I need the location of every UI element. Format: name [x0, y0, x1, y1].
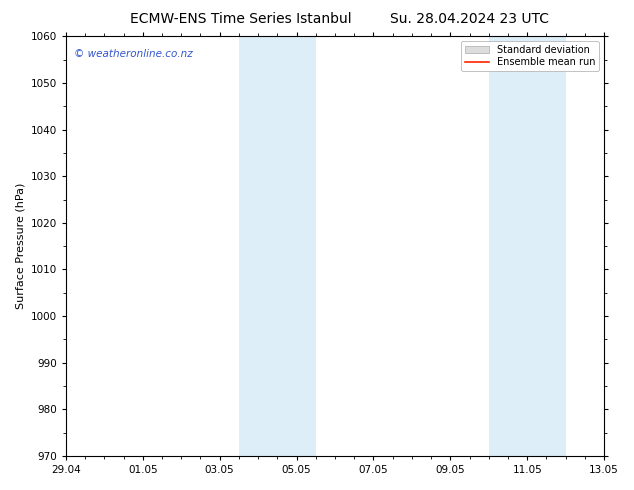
Bar	[239, 36, 277, 456]
Text: Su. 28.04.2024 23 UTC: Su. 28.04.2024 23 UTC	[390, 12, 548, 26]
Text: © weatheronline.co.nz: © weatheronline.co.nz	[74, 49, 193, 59]
Bar	[489, 36, 527, 456]
Bar	[277, 36, 316, 456]
Bar	[527, 36, 566, 456]
Text: ECMW-ENS Time Series Istanbul: ECMW-ENS Time Series Istanbul	[130, 12, 352, 26]
Y-axis label: Surface Pressure (hPa): Surface Pressure (hPa)	[15, 183, 25, 309]
Legend: Standard deviation, Ensemble mean run: Standard deviation, Ensemble mean run	[461, 41, 599, 71]
